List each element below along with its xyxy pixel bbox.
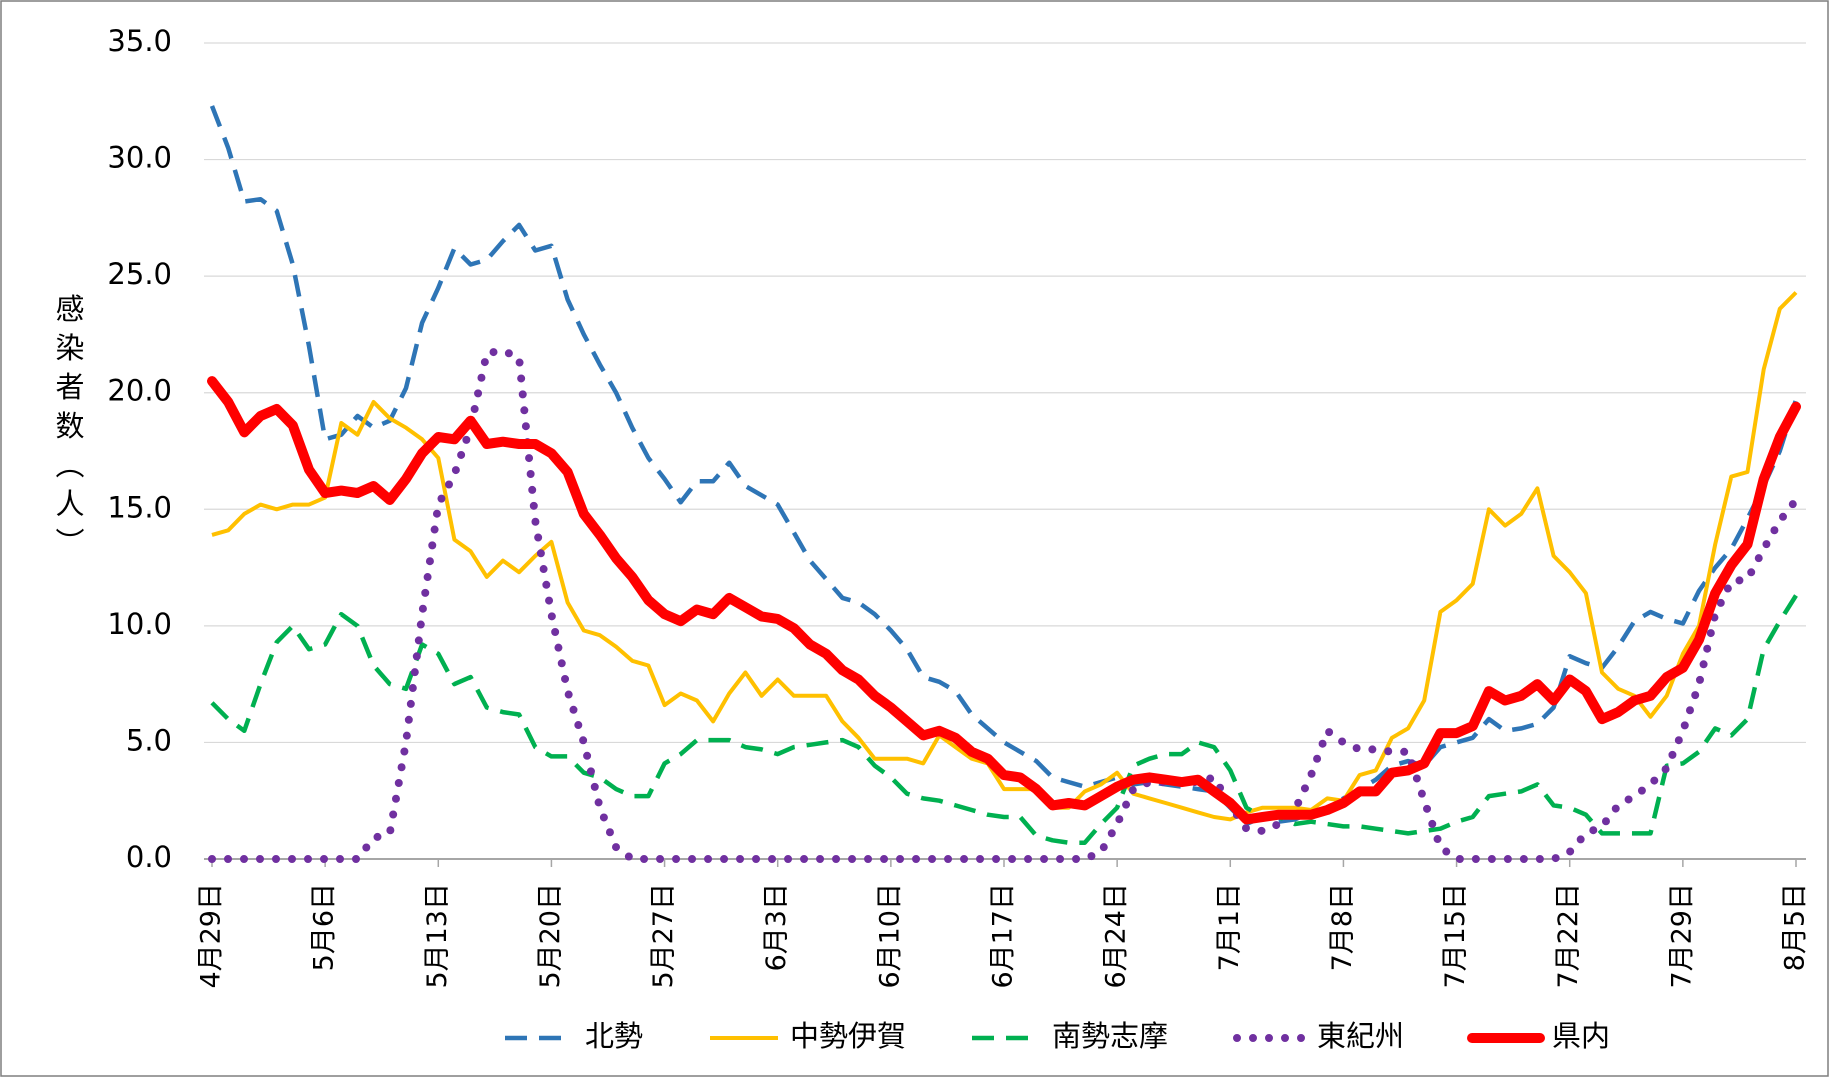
y-tick-label: 0.0 — [126, 840, 172, 874]
x-tick-label: 6月24日 — [1101, 883, 1132, 989]
y-tick-label: 35.0 — [107, 24, 172, 58]
x-tick-label: 7月22日 — [1553, 883, 1584, 989]
series-line — [209, 105, 1799, 827]
x-tick-label: 6月3日 — [761, 883, 792, 971]
series-line — [210, 594, 1798, 845]
x-tick-label: 5月20日 — [535, 883, 566, 989]
x-tick-label: 5月13日 — [422, 883, 453, 989]
x-tick-label: 7月8日 — [1327, 883, 1358, 971]
x-tick-label: 7月1日 — [1214, 883, 1245, 971]
x-tick-label: 5月6日 — [309, 883, 340, 971]
y-tick-label: 30.0 — [107, 141, 172, 175]
y-tick-label: 10.0 — [107, 607, 172, 641]
legend-label: 南勢志摩 — [1052, 1019, 1168, 1053]
y-axis-label: 感染者数（人） — [51, 293, 85, 566]
legend-label: 県内 — [1552, 1019, 1610, 1053]
x-tick-label: 4月29日 — [196, 883, 227, 989]
x-tick-label: 7月15日 — [1440, 883, 1471, 989]
legend-label: 中勢伊賀 — [790, 1019, 906, 1053]
y-tick-label: 25.0 — [107, 257, 172, 291]
x-tick-label: 6月10日 — [874, 883, 905, 989]
x-tick-label: 5月27日 — [648, 883, 679, 989]
series-line — [207, 376, 1801, 825]
y-tick-label: 5.0 — [126, 723, 172, 757]
x-tick-label: 7月29日 — [1666, 883, 1697, 989]
y-tick-label: 15.0 — [107, 490, 172, 524]
x-tick-label: 8月5日 — [1780, 883, 1811, 971]
legend-label: 東紀州 — [1317, 1019, 1404, 1053]
legend-label: 北勢 — [585, 1019, 643, 1053]
y-tick-label: 20.0 — [107, 374, 172, 408]
series-line — [211, 291, 1798, 822]
x-tick-label: 6月17日 — [988, 883, 1019, 989]
